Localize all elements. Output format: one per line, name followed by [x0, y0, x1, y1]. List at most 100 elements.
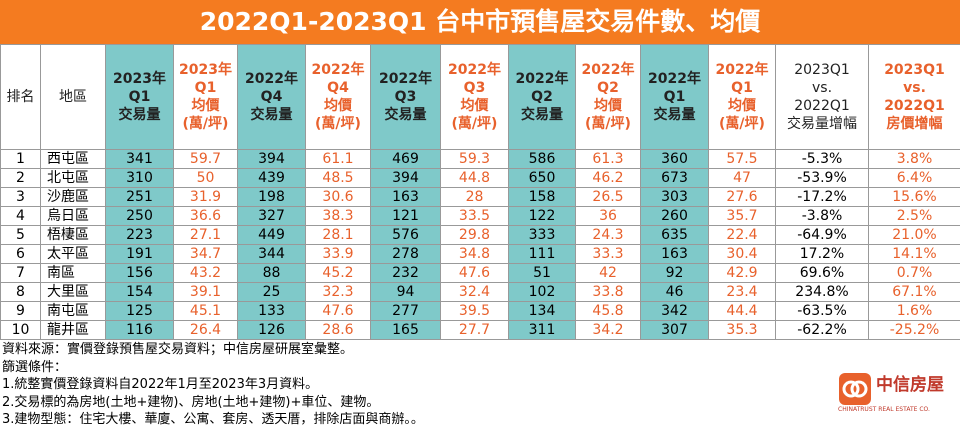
table-cell: 28.6 [305, 320, 371, 340]
table-cell: 太平區 [40, 244, 106, 264]
table-cell: 251 [105, 187, 174, 207]
column-header: 2022年 Q2 均價 (萬/坪) [575, 44, 641, 150]
column-header: 排名 [0, 44, 41, 150]
table-cell: 88 [237, 263, 306, 283]
table-cell: 650 [508, 168, 576, 188]
table-cell: 28 [440, 187, 509, 207]
table-cell: 394 [370, 168, 441, 188]
note-line: 資料來源：實價登錄預售屋交易資料；中信房屋研展室彙整。 [2, 342, 354, 357]
table-row: 1 西屯區 341 59.7 394 61.1 469 59.3 586 61.3 360 57.5-… [0, 149, 960, 169]
table-cell: 50 [173, 168, 238, 188]
column-header: 2022年 Q4 均價 (萬/坪) [305, 44, 371, 150]
table-cell: 0.7% [868, 263, 960, 283]
table-row: 6 太平區 191 34.7 344 33.9 278 34.8 111 33.3 163 30.4 1… [0, 244, 960, 264]
logo-name: 中信房屋 [876, 375, 944, 395]
table-cell: 6 [0, 244, 41, 264]
table: 排名 地區 2023年 Q1 交易量 2023年 Q1 均價 (萬/坪) 2022年 Q… [0, 44, 960, 340]
table-cell: 31.9 [173, 187, 238, 207]
table-cell: 1 [0, 149, 41, 169]
table-cell: 38.3 [305, 206, 371, 226]
table-cell: 30.4 [708, 244, 776, 264]
table-cell: 449 [237, 225, 306, 245]
table-cell: 1.6% [868, 301, 960, 321]
table-cell: 33.5 [440, 206, 509, 226]
table-cell: 45.8 [575, 301, 641, 321]
table-cell: 278 [370, 244, 441, 264]
table-cell: 67.1% [868, 282, 960, 302]
table-cell: 44.8 [440, 168, 509, 188]
table-row: 8 大里區 154 39.1 25 32.3 94 32.4 102 33.8 46 23.4 234.… [0, 282, 960, 302]
table-cell: 27.7 [440, 320, 509, 340]
table-cell: 北屯區 [40, 168, 106, 188]
table-cell: 梧棲區 [40, 225, 106, 245]
table-cell: 57.5 [708, 149, 776, 169]
table-cell: 36 [575, 206, 641, 226]
column-header: 2023Q1 vs. 2022Q1 交易量增幅 [775, 44, 869, 150]
table-cell: 5 [0, 225, 41, 245]
column-header: 2022年 Q3 交易量 [370, 44, 441, 150]
table-cell: 23.4 [708, 282, 776, 302]
note-line: 2.交易標的為房地(土地+建物)、房地(土地+建物)+車位、建物。 [2, 394, 380, 410]
column-header: 2022年 Q3 均價 (萬/坪) [440, 44, 509, 150]
table-cell: 46.2 [575, 168, 641, 188]
table-cell: 133 [237, 301, 306, 321]
table-cell: 69.6% [775, 263, 869, 283]
table-row: 4 烏日區 250 36.6 327 38.3 121 33.5 122 36 260 35.7 -3.… [0, 206, 960, 226]
table-cell: 163 [640, 244, 709, 264]
table-cell: 360 [640, 149, 709, 169]
table-cell: 307 [640, 320, 709, 340]
table-cell: 223 [105, 225, 174, 245]
table-cell: 25 [237, 282, 306, 302]
table-cell: 635 [640, 225, 709, 245]
table-cell: 34.2 [575, 320, 641, 340]
table-cell: 2 [0, 168, 41, 188]
table-cell: 45.1 [173, 301, 238, 321]
table-cell: 6.4% [868, 168, 960, 188]
column-header: 2022年 Q1 交易量 [640, 44, 709, 150]
table-cell: 南區 [40, 263, 106, 283]
table-cell: 28.1 [305, 225, 371, 245]
table-cell: 116 [105, 320, 174, 340]
table-cell: -25.2% [868, 320, 960, 340]
table-cell: 烏日區 [40, 206, 106, 226]
table-row: 9 南屯區 125 45.1 133 47.6 277 39.5 134 45.8 342 44.4-… [0, 301, 960, 321]
table-cell: 14.1% [868, 244, 960, 264]
table-cell: 33.8 [575, 282, 641, 302]
note-line: 1.統整實價登錄資料自2022年1月至2023年3月資料。 [2, 377, 319, 392]
table-cell: 191 [105, 244, 174, 264]
table-cell: 394 [237, 149, 306, 169]
table-cell: 303 [640, 187, 709, 207]
table-cell: 126 [237, 320, 306, 340]
table-cell: 341 [105, 149, 174, 169]
table-cell: 9 [0, 301, 41, 321]
logo-icon [839, 373, 871, 405]
table-cell: 277 [370, 301, 441, 321]
column-header: 2023年 Q1 均價 (萬/坪) [173, 44, 238, 150]
table-cell: 42 [575, 263, 641, 283]
table-cell: 125 [105, 301, 174, 321]
table-cell: 24.3 [575, 225, 641, 245]
table-cell: 439 [237, 168, 306, 188]
table-cell: 94 [370, 282, 441, 302]
column-header: 2022年 Q2 交易量 [508, 44, 576, 150]
table-cell: 龍井區 [40, 320, 106, 340]
table-cell: 2.5% [868, 206, 960, 226]
column-header: 2022年 Q4 交易量 [237, 44, 306, 150]
logo-subtitle: CHINATRUST REAL ESTATE CO. [838, 406, 930, 413]
table-cell: 3.8% [868, 149, 960, 169]
table-cell: 121 [370, 206, 441, 226]
table-row: 7 南區 156 43.2 88 45.2 232 47.6 51 42 92 42.9 69.6% 0.… [0, 263, 960, 283]
table-cell: 8 [0, 282, 41, 302]
column-header: 2022年 Q1 均價 (萬/坪) [708, 44, 776, 150]
title: 2022Q1-2023Q1 台中市預售屋交易件數、均價 [0, 0, 960, 44]
table-cell: 48.5 [305, 168, 371, 188]
table-cell: 158 [508, 187, 576, 207]
table-cell: 61.3 [575, 149, 641, 169]
table-cell: 122 [508, 206, 576, 226]
table-cell: 344 [237, 244, 306, 264]
table-cell: 102 [508, 282, 576, 302]
table-cell: 51 [508, 263, 576, 283]
table-cell: 39.5 [440, 301, 509, 321]
table-cell: 7 [0, 263, 41, 283]
